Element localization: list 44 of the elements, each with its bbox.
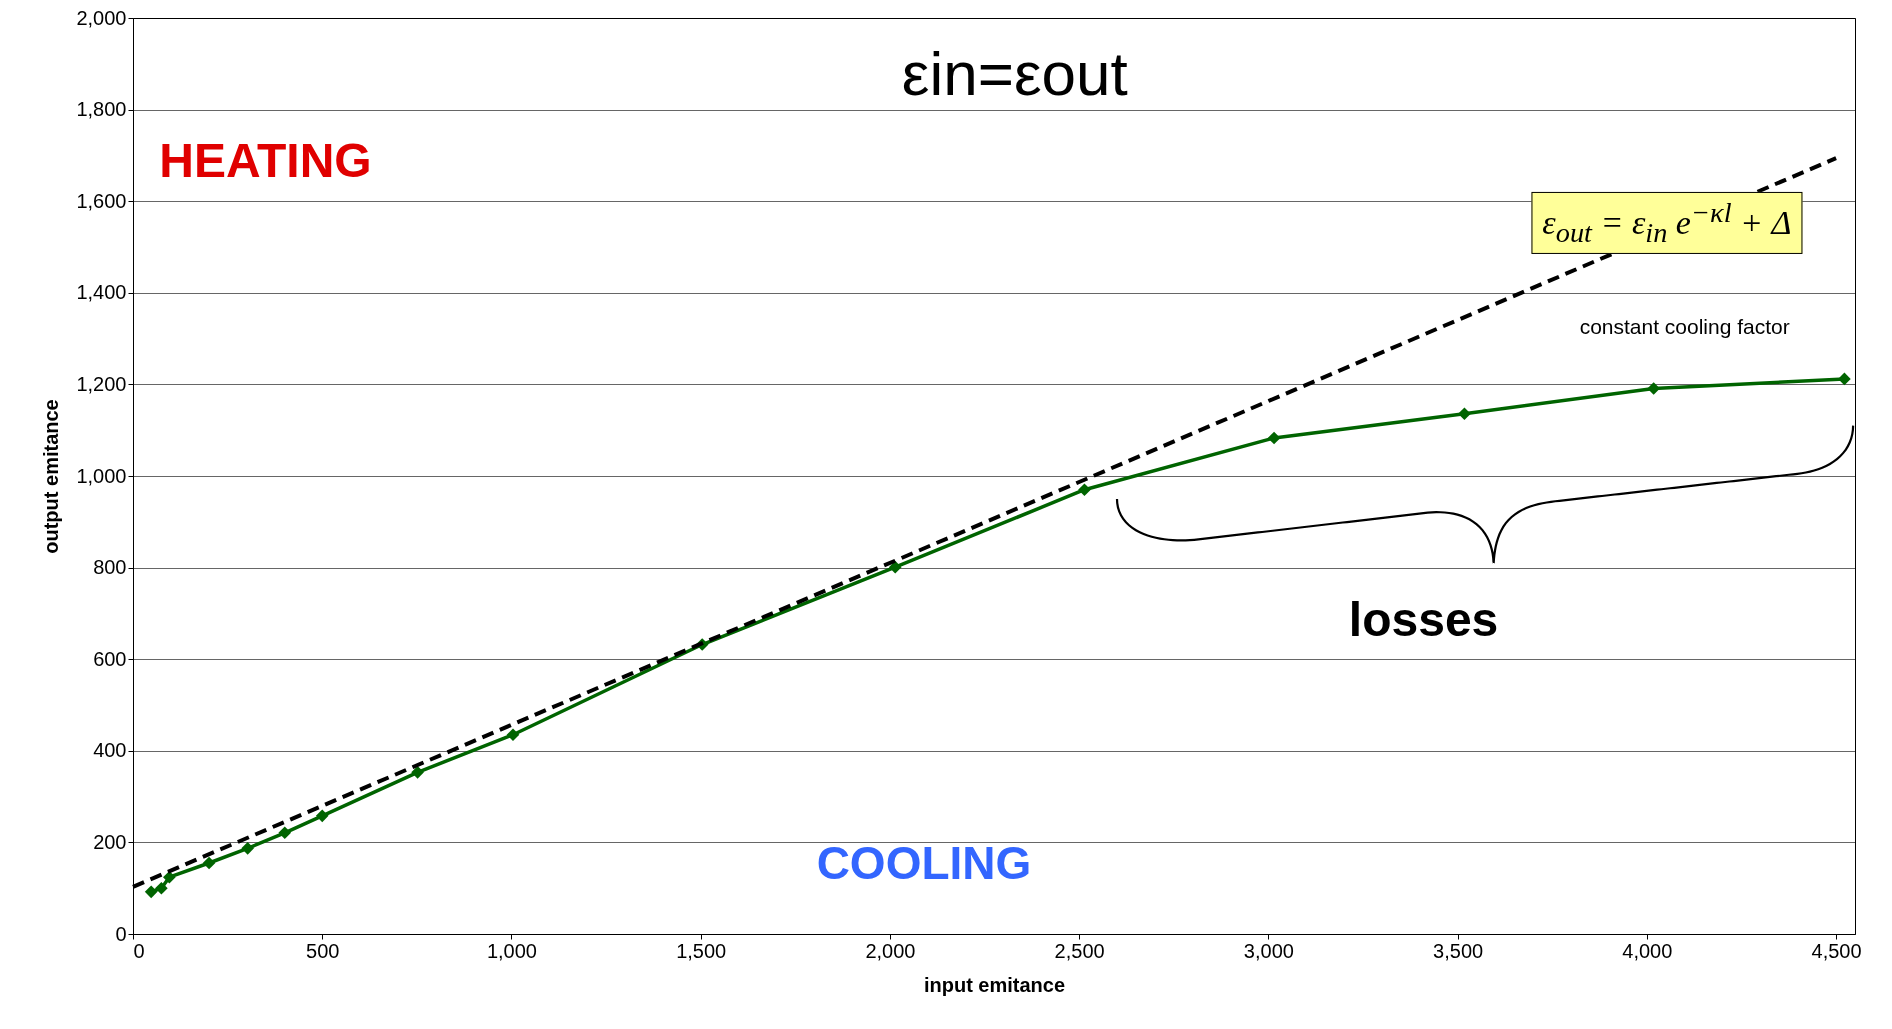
point xyxy=(155,881,168,895)
y-tick-label: 0 xyxy=(115,922,127,945)
point xyxy=(1267,431,1281,445)
y-tick-label: 1,200 xyxy=(76,372,127,395)
y-tick-label: 200 xyxy=(93,830,127,853)
x-tick-label: 1,000 xyxy=(486,939,537,962)
point xyxy=(1647,382,1660,395)
annotation: ε$_{out}$ = ε$_{in}$ e$^{−κl}$ + Δ xyxy=(1531,192,1803,255)
x-tick-label: 2,000 xyxy=(865,939,916,962)
y-axis-title: output emitance xyxy=(40,399,63,554)
y-tick-label: 1,600 xyxy=(76,189,127,212)
y-tick-label: 600 xyxy=(93,647,127,670)
annotation: losses xyxy=(1348,591,1499,647)
point xyxy=(144,885,158,899)
point xyxy=(411,766,424,779)
point xyxy=(163,870,176,884)
point xyxy=(1458,407,1471,421)
x-tick-label: 500 xyxy=(306,939,340,962)
y-tick-label: 1,800 xyxy=(76,98,127,121)
annotation: COOLING xyxy=(816,836,1032,890)
y-tick-label: 2,000 xyxy=(76,6,127,29)
point xyxy=(315,809,329,823)
x-tick-label: 3,000 xyxy=(1243,939,1294,962)
annotation: constant cooling factor xyxy=(1579,315,1790,340)
point xyxy=(888,560,902,574)
x-tick-label: 0 xyxy=(133,939,145,962)
point xyxy=(506,728,520,742)
x-tick-label: 4,500 xyxy=(1811,939,1862,962)
y-tick-label: 1,400 xyxy=(76,281,127,304)
y-tick-label: 1,000 xyxy=(76,464,127,487)
x-tick-label: 2,500 xyxy=(1054,939,1105,962)
x-tick-label: 4,000 xyxy=(1622,939,1673,962)
x-tick-label: 3,500 xyxy=(1433,939,1484,962)
y-tick-label: 800 xyxy=(93,556,127,579)
point xyxy=(202,856,216,870)
x-tick-label: 1,500 xyxy=(676,939,727,962)
point xyxy=(1078,483,1091,497)
point xyxy=(1838,372,1851,386)
annotation: εin=εout xyxy=(901,37,1128,109)
point xyxy=(241,842,254,855)
x-axis-title: input emitance xyxy=(923,973,1066,996)
y-tick-label: 400 xyxy=(93,739,127,762)
point xyxy=(278,826,292,840)
annotation: HEATING xyxy=(159,132,372,188)
